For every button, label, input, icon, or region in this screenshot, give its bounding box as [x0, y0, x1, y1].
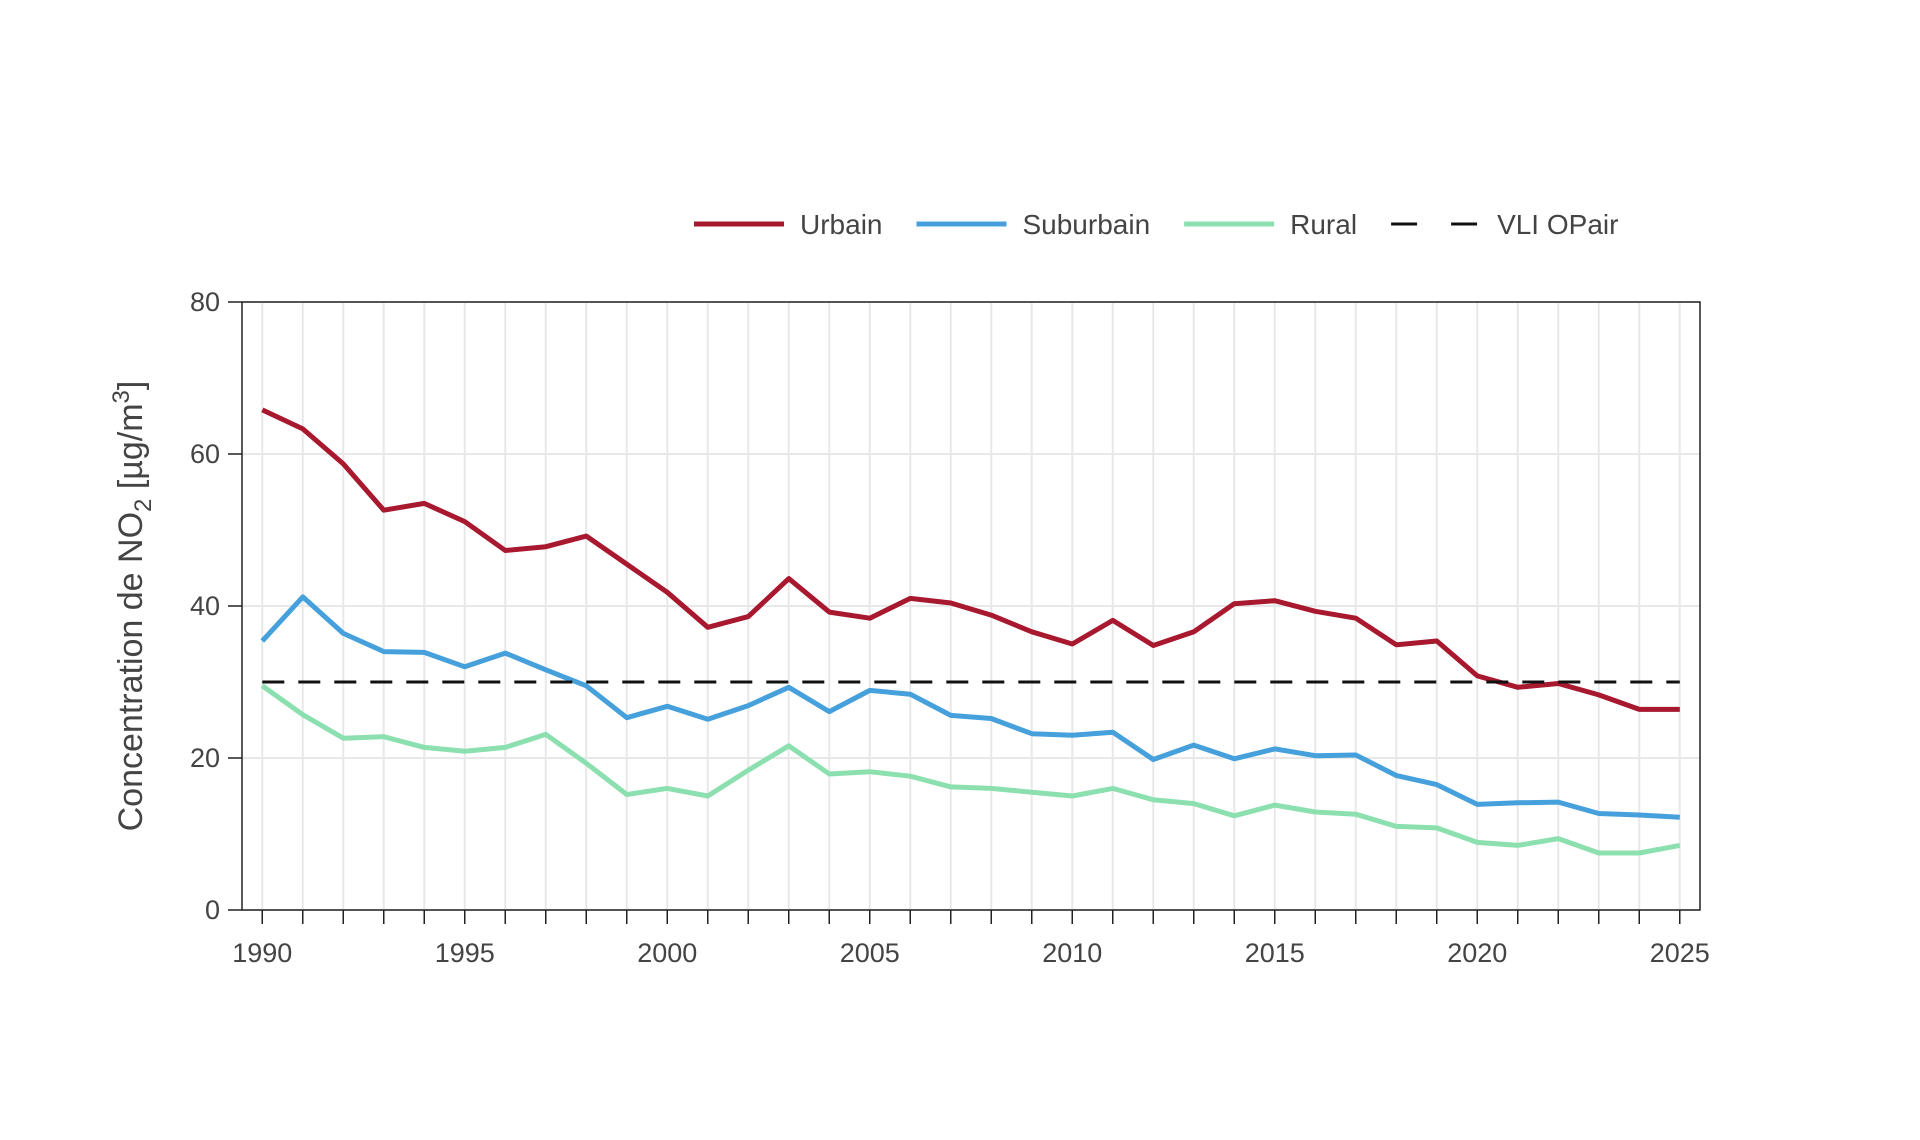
y-axis-label-part: 3 — [108, 390, 135, 403]
series-layer — [260, 407, 1681, 856]
x-tick-label: 2010 — [1042, 938, 1102, 968]
y-tick-label: 40 — [190, 591, 220, 621]
x-tick-label: 2005 — [840, 938, 900, 968]
y-tick-label: 80 — [190, 287, 220, 317]
x-tick-label: 1990 — [232, 938, 292, 968]
y-tick-label: 20 — [190, 743, 220, 773]
y-tick-label: 0 — [205, 895, 220, 925]
x-tick-label: 2020 — [1447, 938, 1507, 968]
series-line-rural — [260, 683, 1681, 856]
legend-item: Suburbain — [916, 209, 1150, 240]
y-axis-label-part: [µg/m — [112, 403, 150, 498]
x-axis: 1990 1995 2000 2005 2010 2015 2020 2025 — [232, 910, 1710, 968]
y-axis-label-part: 2 — [130, 499, 157, 512]
legend-label: Urbain — [800, 209, 882, 240]
series-line-suburbain — [260, 594, 1680, 820]
legend-item: Rural — [1184, 209, 1357, 240]
legend-item: Urbain — [694, 209, 882, 240]
legend-label: Suburbain — [1022, 209, 1150, 240]
x-tick-label: 1995 — [435, 938, 495, 968]
y-axis-label-part: Concentration de NO — [112, 512, 150, 831]
legend-item: VLI OPair — [1391, 209, 1618, 240]
x-tick-label: 2015 — [1245, 938, 1305, 968]
x-tick-label: 2025 — [1650, 938, 1710, 968]
series-line-urbain — [261, 407, 1680, 712]
y-axis: 0 20 40 60 80 — [190, 287, 242, 925]
legend-label: VLI OPair — [1497, 209, 1618, 240]
grid-lines — [242, 301, 1700, 911]
x-tick-label: 2000 — [637, 938, 697, 968]
legend-label: Rural — [1290, 209, 1357, 240]
legend: Urbain Suburbain Rural VLI OPair — [694, 209, 1618, 240]
y-axis-label-part: ] — [112, 381, 150, 390]
y-tick-label: 60 — [190, 439, 220, 469]
y-axis-label: Concentration de NO2 [µg/m3] — [108, 381, 157, 832]
